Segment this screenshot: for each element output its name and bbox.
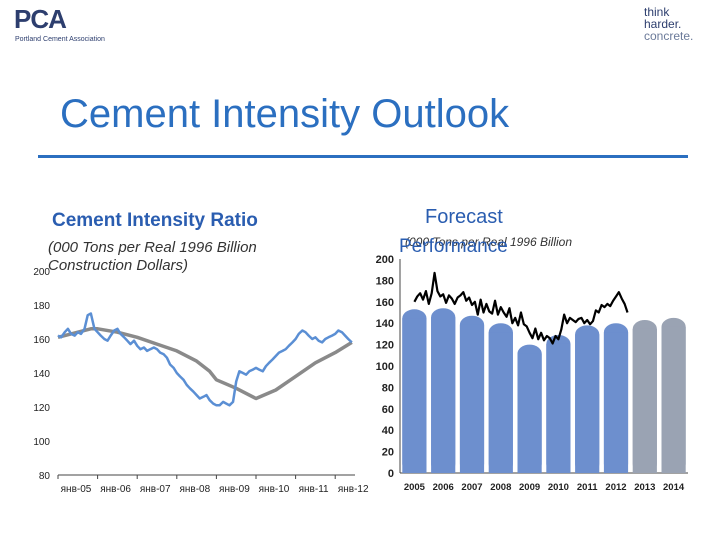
ratio-chart-subtitle-line-1: (000 Tons per Real 1996 Billion: [48, 239, 257, 256]
forecast-y-tick-label: 0: [388, 468, 394, 480]
forecast-chart-line: [413, 271, 629, 345]
forecast-y-tick-label: 160: [376, 297, 394, 309]
forecast-y-tick-label: 20: [382, 447, 394, 459]
forecast-bar-body: [661, 326, 686, 473]
ratio-y-tick-label: 200: [33, 267, 50, 278]
ratio-x-tick-label: янв-05: [61, 484, 92, 495]
forecast-bar-body: [603, 332, 629, 473]
forecast-x-tick-label: 2008: [490, 482, 511, 493]
forecast-bar-body: [459, 324, 485, 473]
ratio-x-tick-label: янв-07: [140, 484, 171, 495]
forecast-y-tick-label: 200: [376, 254, 394, 266]
pca-logo-text: PCA: [14, 4, 67, 34]
tagline-line-3: concrete.: [644, 29, 694, 43]
forecast-chart-bars: [402, 308, 686, 473]
forecast-bar-body: [488, 332, 513, 473]
ratio-x-tick-label: янв-11: [299, 484, 329, 495]
slide-title: Cement Intensity Outlook: [60, 92, 510, 136]
forecast-bar-body: [402, 318, 427, 473]
ratio-y-tick-label: 100: [33, 437, 50, 448]
tagline-line-2: harder.: [644, 17, 682, 31]
forecast-performance-line: [413, 271, 629, 345]
ratio-y-tick-label: 180: [33, 301, 50, 312]
forecast-overlay-title: Performance: [399, 236, 508, 257]
forecast-x-tick-label: 2012: [605, 482, 626, 493]
title-divider: [38, 155, 688, 158]
ratio-y-tick-label: 80: [39, 471, 51, 482]
ratio-chart-subtitle: (000 Tons per Real 1996 Billion Construc…: [48, 239, 261, 274]
pca-logo: PCA Portland Cement Association: [14, 4, 154, 46]
ratio-y-tick-label: 160: [33, 335, 50, 346]
forecast-chart-subtitle: (000 Tons per Real 1996 Billion: [405, 235, 572, 249]
ratio-x-tick-label: янв-10: [259, 484, 290, 495]
forecast-x-tick-label: 2011: [577, 482, 598, 493]
tagline-logo: think harder. concrete.: [644, 6, 706, 42]
forecast-y-tick-label: 180: [376, 275, 394, 287]
ratio-y-tick-label: 140: [33, 369, 50, 380]
ratio-chart-title: Cement Intensity Ratio: [52, 210, 258, 231]
ratio-monthly-line: [57, 312, 353, 407]
tagline-line-1: think: [644, 5, 670, 19]
forecast-bar-body: [632, 328, 657, 473]
forecast-y-tick-label: 60: [382, 404, 394, 416]
forecast-x-tick-label: 2014: [663, 482, 685, 493]
ratio-chart-axes: 80 100 120 140 160 180 200 янв-05 янв-06 янв-07 ян…: [33, 267, 369, 495]
ratio-trend-line: [57, 327, 353, 401]
forecast-x-tick-label: 2013: [634, 482, 655, 493]
pca-logo-subtext: Portland Cement Association: [15, 36, 105, 43]
ratio-x-tick-label: янв-12: [338, 484, 369, 495]
forecast-chart-title: Forecast: [425, 206, 503, 228]
forecast-y-tick-label: 80: [382, 382, 394, 394]
ratio-y-tick-label: 120: [33, 403, 50, 414]
forecast-y-tick-label: 100: [376, 361, 394, 373]
forecast-x-tick-label: 2005: [404, 482, 426, 493]
forecast-bar-body: [546, 343, 571, 473]
forecast-x-tick-label: 2010: [548, 482, 569, 493]
forecast-bar-body: [575, 334, 600, 473]
ratio-chart-subtitle-line-2: Construction Dollars): [48, 257, 188, 274]
forecast-bar-body: [517, 353, 542, 473]
ratio-chart-series: [57, 312, 353, 407]
forecast-x-tick-label: 2009: [519, 482, 540, 493]
forecast-y-tick-label: 120: [376, 340, 394, 352]
ratio-x-tick-label: янв-08: [179, 484, 210, 495]
forecast-y-tick-label: 40: [382, 425, 394, 437]
forecast-x-tick-label: 2007: [461, 482, 482, 493]
forecast-y-tick-label: 140: [376, 318, 394, 330]
ratio-x-tick-label: янв-09: [219, 484, 250, 495]
ratio-x-tick-label: янв-06: [100, 484, 131, 495]
forecast-bar-body: [431, 317, 456, 473]
forecast-x-tick-label: 2006: [433, 482, 454, 493]
